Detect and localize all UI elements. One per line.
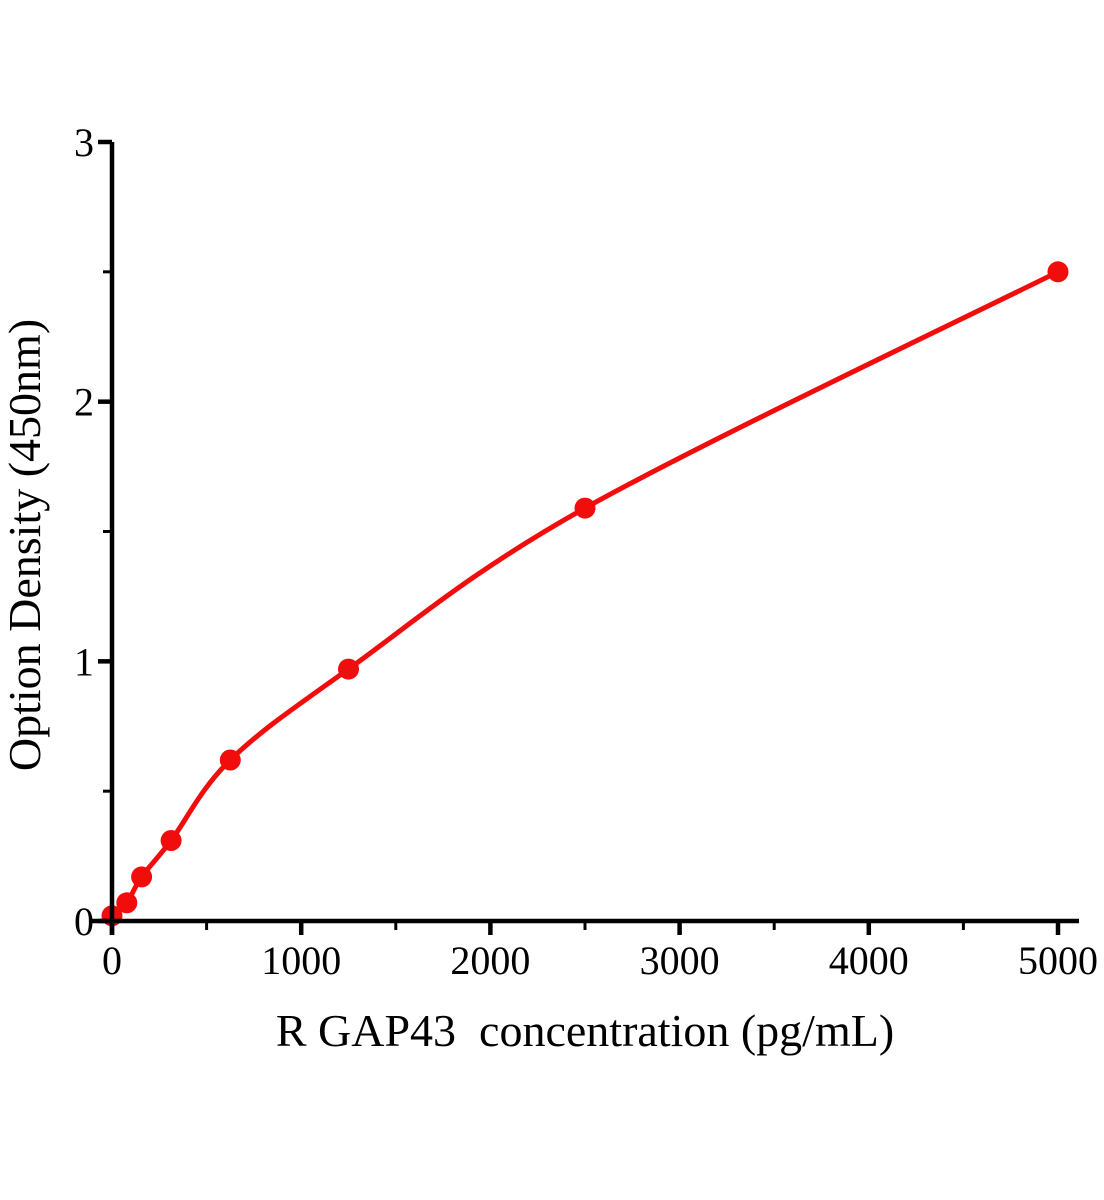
data-point [160, 830, 182, 851]
data-point [131, 866, 153, 888]
y-tick-label: 2 [74, 380, 94, 425]
y-tick-label: 3 [74, 120, 94, 165]
series-layer [101, 261, 1069, 927]
y-tick-label: 1 [74, 639, 94, 684]
data-point [219, 749, 241, 771]
x-tick-label: 1000 [261, 938, 341, 983]
x-tick-label: 3000 [640, 938, 720, 983]
x-tick-label: 2000 [450, 938, 530, 983]
tick-label-layer: 0 1000 2000 3000 4000 5000 0 1 2 3 [74, 120, 1098, 983]
y-axis-title: Option Density (450nm) [0, 319, 50, 771]
data-point [1047, 261, 1069, 283]
y-tick-label: 0 [74, 899, 94, 944]
x-tick-label: 5000 [1018, 938, 1098, 983]
data-point [116, 892, 138, 914]
axis-layer [90, 139, 1079, 935]
data-point [574, 497, 596, 519]
x-tick-label: 0 [102, 938, 122, 983]
x-axis-title: R GAP43 concentration (pg/mL) [276, 1005, 894, 1056]
data-point [338, 658, 359, 680]
standard-curve-line [109, 269, 1061, 919]
x-tick-label: 4000 [829, 938, 909, 983]
